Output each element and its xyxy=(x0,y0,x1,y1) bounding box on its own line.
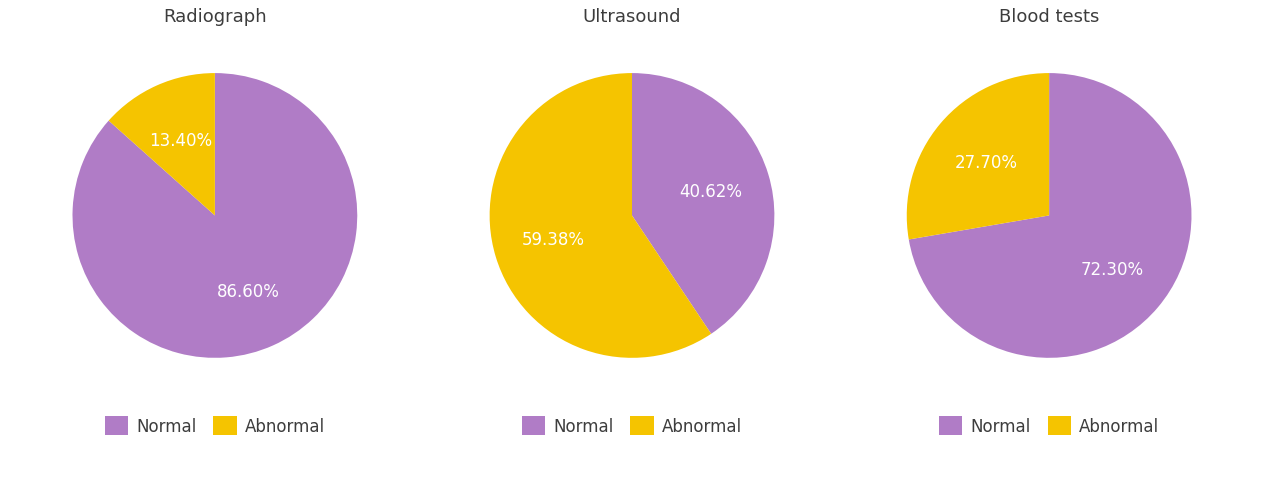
Wedge shape xyxy=(109,74,215,216)
Legend: Normal, Abnormal: Normal, Abnormal xyxy=(522,416,742,435)
Wedge shape xyxy=(72,74,358,358)
Title: Ultrasound: Ultrasound xyxy=(583,8,681,26)
Title: Blood tests: Blood tests xyxy=(999,8,1100,26)
Wedge shape xyxy=(909,74,1192,358)
Wedge shape xyxy=(906,74,1049,240)
Text: 59.38%: 59.38% xyxy=(522,231,584,249)
Title: Radiograph: Radiograph xyxy=(163,8,267,26)
Legend: Normal, Abnormal: Normal, Abnormal xyxy=(105,416,325,435)
Text: 86.60%: 86.60% xyxy=(217,282,281,300)
Wedge shape xyxy=(489,74,712,358)
Wedge shape xyxy=(632,74,775,334)
Legend: Normal, Abnormal: Normal, Abnormal xyxy=(939,416,1159,435)
Text: 13.40%: 13.40% xyxy=(149,132,212,150)
Text: 40.62%: 40.62% xyxy=(680,183,742,201)
Text: 27.70%: 27.70% xyxy=(954,154,1018,172)
Text: 72.30%: 72.30% xyxy=(1081,260,1144,278)
